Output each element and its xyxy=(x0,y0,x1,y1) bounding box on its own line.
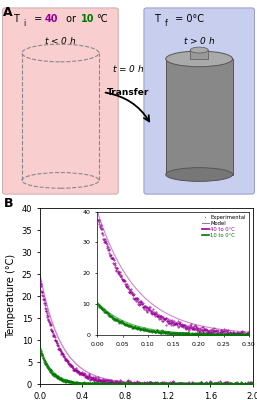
Text: $t$ > 0 h: $t$ > 0 h xyxy=(183,35,215,46)
Text: $t$ < 0 h: $t$ < 0 h xyxy=(44,35,77,46)
Ellipse shape xyxy=(190,47,208,53)
Ellipse shape xyxy=(166,51,233,67)
Bar xyxy=(166,59,233,174)
Text: or: or xyxy=(63,14,79,24)
Y-axis label: Temperature (°C): Temperature (°C) xyxy=(6,254,16,338)
Text: $t$ = 0 h: $t$ = 0 h xyxy=(112,63,145,74)
Text: =: = xyxy=(31,14,45,24)
Text: A: A xyxy=(3,6,12,19)
Text: 40: 40 xyxy=(45,14,59,24)
Text: B: B xyxy=(4,198,13,210)
Text: i: i xyxy=(23,19,25,28)
Text: f: f xyxy=(164,19,167,28)
Ellipse shape xyxy=(166,168,233,181)
Bar xyxy=(190,50,208,59)
Text: T: T xyxy=(13,14,19,24)
Text: Transfer: Transfer xyxy=(107,88,150,97)
Text: T: T xyxy=(154,14,160,24)
FancyBboxPatch shape xyxy=(144,8,254,194)
FancyBboxPatch shape xyxy=(3,8,118,194)
Text: = 0°C: = 0°C xyxy=(172,14,204,24)
Text: °C: °C xyxy=(96,14,108,24)
Text: 10: 10 xyxy=(81,14,95,24)
